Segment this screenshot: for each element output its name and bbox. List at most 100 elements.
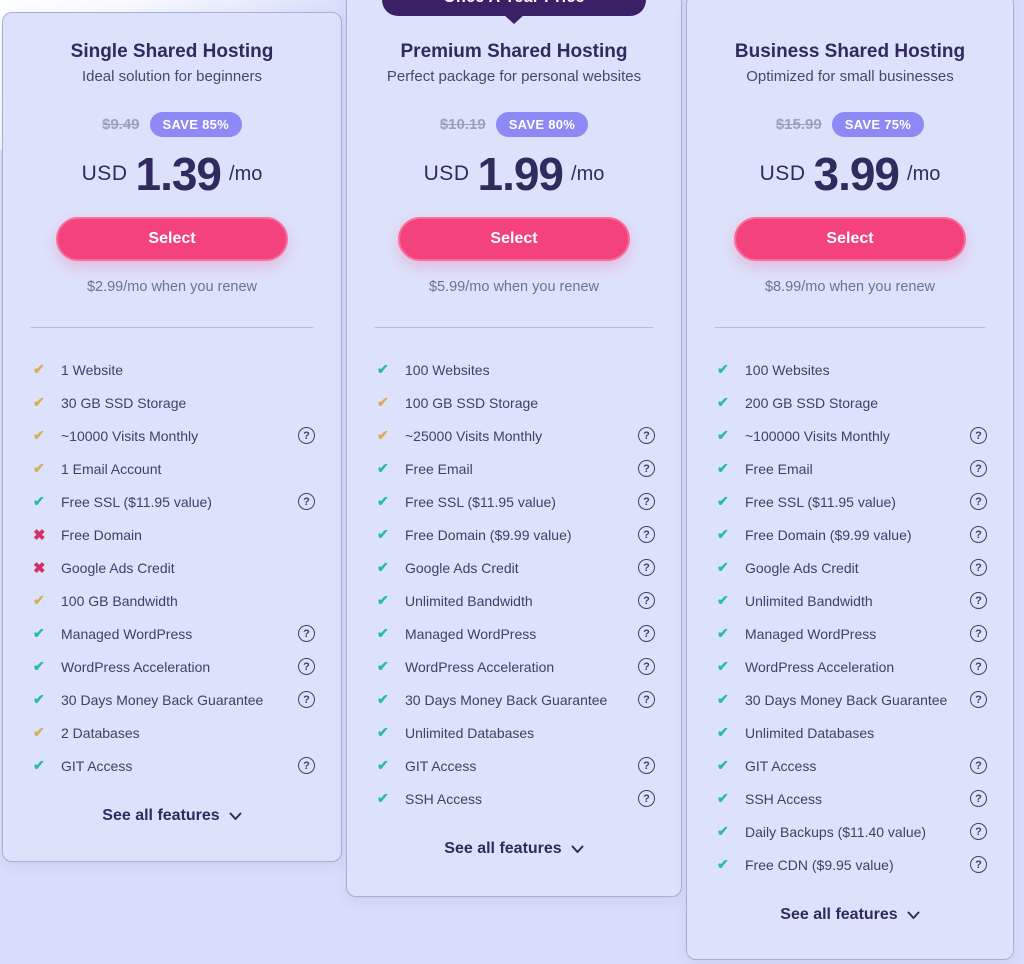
help-icon[interactable]: ?	[298, 691, 315, 708]
feature-label: Unlimited Databases	[405, 724, 535, 741]
help-icon[interactable]: ?	[970, 460, 987, 477]
help-icon[interactable]: ?	[298, 757, 315, 774]
check-icon: ✔	[717, 427, 729, 443]
help-icon[interactable]: ?	[298, 427, 315, 444]
help-icon[interactable]: ?	[638, 526, 655, 543]
check-icon: ✔	[33, 691, 45, 707]
help-icon[interactable]: ?	[970, 592, 987, 609]
see-all-features-label: See all features	[102, 807, 220, 824]
feature-label: 2 Databases	[61, 724, 140, 741]
select-button[interactable]: Select	[398, 217, 630, 261]
price-period: /mo	[907, 162, 941, 185]
check-icon: ✔	[377, 427, 389, 443]
feature-row: ✔ 1 Website	[33, 353, 315, 386]
feature-label: WordPress Acceleration	[61, 658, 211, 675]
price: USD 1.39 /mo	[3, 148, 341, 200]
feature-label: Daily Backups ($11.40 value)	[745, 823, 927, 840]
feature-label: 30 Days Money Back Guarantee	[405, 691, 608, 708]
feature-label: GIT Access	[745, 757, 817, 774]
feature-label: 30 GB SSD Storage	[61, 394, 187, 411]
plan-tagline: Perfect package for personal websites	[386, 68, 642, 85]
price: USD 1.99 /mo	[347, 148, 681, 200]
feature-row: ✔ 2 Databases	[33, 716, 315, 749]
help-icon[interactable]: ?	[638, 790, 655, 807]
help-icon[interactable]: ?	[970, 427, 987, 444]
help-icon[interactable]: ?	[970, 493, 987, 510]
feature-row: ✔ Managed WordPress?	[377, 617, 655, 650]
check-icon: ✔	[717, 823, 729, 839]
help-icon[interactable]: ?	[298, 658, 315, 675]
feature-row: ✔ WordPress Acceleration?	[33, 650, 315, 683]
feature-label: Free Email	[745, 460, 813, 477]
help-icon[interactable]: ?	[638, 493, 655, 510]
help-icon[interactable]: ?	[970, 790, 987, 807]
help-icon[interactable]: ?	[970, 691, 987, 708]
help-icon[interactable]: ?	[970, 823, 987, 840]
check-icon: ✔	[717, 526, 729, 542]
price-period: /mo	[229, 162, 263, 185]
help-icon[interactable]: ?	[970, 559, 987, 576]
check-icon: ✔	[377, 625, 389, 641]
see-all-features-button[interactable]: See all features	[774, 905, 925, 925]
feature-label: 100 GB SSD Storage	[405, 394, 539, 411]
feature-row: ✔ Free SSL ($11.95 value)?	[717, 485, 987, 518]
price-currency: USD	[81, 162, 128, 185]
see-all-features-button[interactable]: See all features	[438, 839, 589, 859]
feature-row: ✔ Unlimited Databases	[377, 716, 655, 749]
help-icon[interactable]: ?	[638, 691, 655, 708]
help-icon[interactable]: ?	[638, 757, 655, 774]
feature-label: 100 Websites	[745, 361, 830, 378]
help-icon[interactable]: ?	[638, 460, 655, 477]
save-badge: SAVE 75%	[831, 111, 925, 137]
feature-label: 200 GB SSD Storage	[745, 394, 879, 411]
check-icon: ✔	[717, 790, 729, 806]
feature-row: ✔ 30 GB SSD Storage	[33, 386, 315, 419]
check-icon: ✔	[377, 592, 389, 608]
help-icon[interactable]: ?	[638, 592, 655, 609]
help-icon[interactable]: ?	[970, 757, 987, 774]
feature-label: Free CDN ($9.95 value)	[745, 856, 894, 873]
check-icon: ✔	[33, 361, 45, 377]
feature-label: SSH Access	[745, 790, 823, 807]
feature-row: ✔ 200 GB SSD Storage	[717, 386, 987, 419]
help-icon[interactable]: ?	[970, 526, 987, 543]
check-icon: ✔	[717, 559, 729, 575]
select-button[interactable]: Select	[734, 217, 966, 261]
feature-row: ✔ Managed WordPress?	[33, 617, 315, 650]
feature-label: GIT Access	[61, 757, 133, 774]
banner-notch	[503, 14, 525, 24]
check-icon: ✔	[33, 658, 45, 674]
feature-row: ✔ Unlimited Bandwidth?	[377, 584, 655, 617]
help-icon[interactable]: ?	[638, 625, 655, 642]
help-icon[interactable]: ?	[298, 625, 315, 642]
help-icon[interactable]: ?	[638, 658, 655, 675]
feature-row: ✔ 100 GB SSD Storage	[377, 386, 655, 419]
feature-label: 100 GB Bandwidth	[61, 592, 178, 609]
see-all-features-label: See all features	[780, 906, 898, 923]
cross-icon: ✖	[33, 559, 46, 577]
feature-row: ✔ Free Domain ($9.99 value)?	[717, 518, 987, 551]
check-icon: ✔	[717, 361, 729, 377]
feature-row: ✔ 30 Days Money Back Guarantee?	[377, 683, 655, 716]
help-icon[interactable]: ?	[298, 493, 315, 510]
divider	[715, 327, 985, 328]
help-icon[interactable]: ?	[970, 658, 987, 675]
select-button[interactable]: Select	[56, 217, 288, 261]
help-icon[interactable]: ?	[638, 559, 655, 576]
feature-row: ✔ SSH Access?	[717, 782, 987, 815]
help-icon[interactable]: ?	[638, 427, 655, 444]
chevron-down-icon	[907, 911, 920, 919]
feature-list: ✔ 1 Website ✔ 30 GB SSD Storage ✔ ~10000 Visi…	[3, 353, 341, 782]
feature-row: ✔ Daily Backups ($11.40 value)?	[717, 815, 987, 848]
help-icon[interactable]: ?	[970, 625, 987, 642]
old-price: $9.49	[101, 115, 140, 133]
feature-label: ~25000 Visits Monthly	[405, 427, 543, 444]
check-icon: ✔	[33, 427, 45, 443]
feature-row: ✖ Free Domain	[33, 518, 315, 551]
old-price: $10.19	[439, 115, 486, 133]
help-icon[interactable]: ?	[970, 856, 987, 873]
see-all-features-button[interactable]: See all features	[96, 806, 247, 826]
plan-title: Business Shared Hosting	[734, 41, 966, 62]
renewal-note: $8.99/mo when you renew	[764, 279, 936, 295]
